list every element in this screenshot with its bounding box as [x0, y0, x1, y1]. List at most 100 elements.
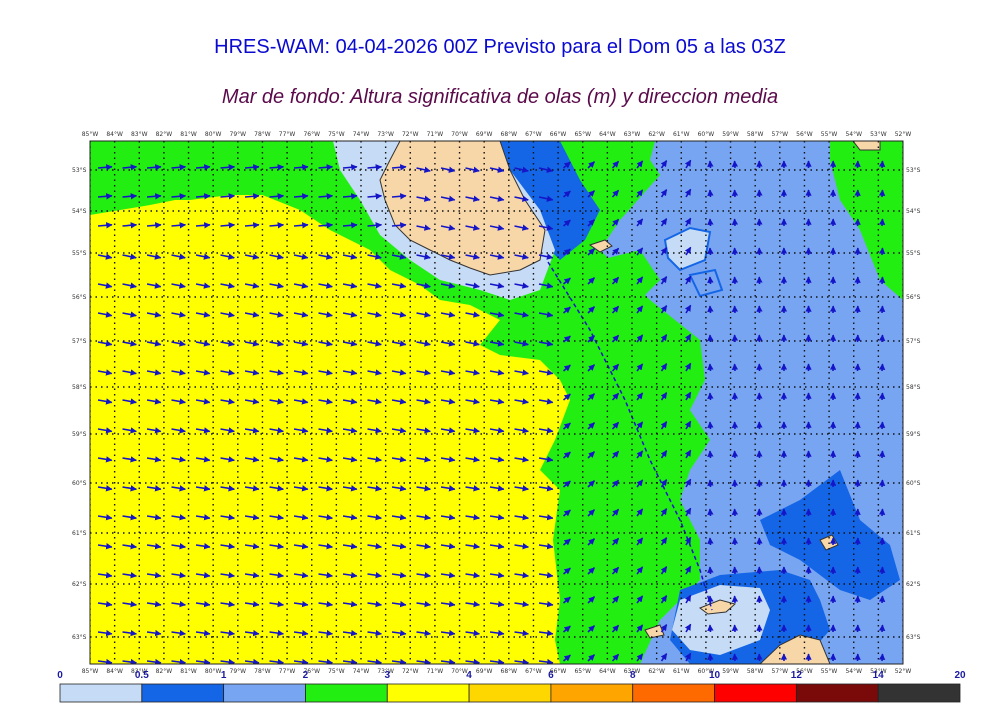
- lon-label-bottom: 72°W: [402, 668, 419, 675]
- direction-arrow: [146, 398, 162, 405]
- direction-arrow: [342, 222, 358, 229]
- direction-arrow: [878, 334, 886, 343]
- direction-arrow: [489, 427, 505, 434]
- lon-label-top: 67°W: [525, 131, 542, 138]
- direction-arrow: [220, 629, 236, 637]
- direction-arrow: [707, 537, 714, 546]
- lon-label-bottom: 78°W: [254, 668, 271, 675]
- direction-arrow: [269, 485, 284, 492]
- direction-arrow: [195, 427, 211, 434]
- direction-arrow: [465, 629, 481, 637]
- direction-arrow: [660, 363, 668, 372]
- lon-label-top: 73°W: [377, 131, 394, 138]
- direction-arrow: [293, 311, 309, 318]
- lon-label-bottom: 84°W: [106, 668, 123, 675]
- direction-arrow: [122, 456, 137, 463]
- direction-arrow: [660, 624, 668, 633]
- direction-arrow: [587, 422, 596, 430]
- direction-arrow: [391, 514, 407, 521]
- direction-arrow: [514, 600, 529, 608]
- direction-arrow: [587, 451, 596, 459]
- direction-arrow: [171, 485, 186, 492]
- latitude-labels-right: 53°S 54°S 55°S 56°S 57°S 58°S 59°S 60°S 61°S 62°S…: [906, 167, 921, 641]
- direction-arrow: [97, 340, 113, 347]
- direction-arrow: [97, 514, 113, 521]
- direction-arrow: [122, 485, 137, 492]
- direction-arrow: [538, 253, 554, 260]
- direction-arrow: [660, 276, 668, 285]
- longitude-labels-top: 85°W 84°W 83°W 82°W 81°W 80°W 79°W 78°W 77°W 76°W…: [82, 131, 912, 138]
- lat-label-left: 55°S: [72, 250, 87, 257]
- direction-arrow: [146, 369, 162, 376]
- colorbar-segment: [468, 683, 552, 703]
- direction-arrow: [684, 333, 692, 343]
- direction-arrow: [293, 543, 309, 550]
- direction-arrow: [562, 625, 571, 633]
- lon-label-bottom: 77°W: [279, 668, 296, 675]
- direction-arrow: [489, 224, 505, 231]
- direction-arrow: [416, 572, 431, 579]
- lon-label-top: 70°W: [451, 131, 468, 138]
- direction-arrow: [318, 658, 334, 664]
- direction-arrow: [562, 509, 571, 517]
- direction-arrow: [97, 485, 113, 492]
- direction-arrow: [171, 282, 186, 289]
- direction-arrow: [465, 658, 481, 664]
- direction-arrow: [171, 600, 186, 608]
- direction-arrow: [195, 282, 211, 289]
- lon-label-top: 69°W: [476, 131, 493, 138]
- direction-arrow: [416, 514, 431, 521]
- direction-arrow: [514, 485, 529, 492]
- direction-arrow: [342, 427, 358, 434]
- lon-label-top: 62°W: [648, 131, 665, 138]
- direction-arrow: [146, 600, 162, 608]
- direction-arrow: [636, 421, 644, 430]
- direction-arrow: [220, 340, 235, 347]
- lon-label-bottom: 76°W: [303, 668, 320, 675]
- direction-arrow: [269, 311, 284, 318]
- direction-arrow: [342, 164, 358, 171]
- direction-arrow: [220, 572, 235, 579]
- direction-arrow: [660, 566, 668, 575]
- direction-arrow: [611, 566, 620, 575]
- direction-arrow: [367, 485, 382, 492]
- lon-label-top: 76°W: [303, 131, 320, 138]
- direction-arrow: [465, 282, 480, 289]
- direction-arrow: [587, 509, 596, 517]
- direction-arrow: [707, 508, 714, 517]
- direction-arrow: [171, 514, 186, 521]
- direction-arrow: [342, 456, 358, 463]
- direction-arrow: [97, 311, 113, 318]
- lon-label-bottom: 54°W: [845, 668, 862, 675]
- direction-arrow: [416, 456, 431, 463]
- lon-label-top: 68°W: [501, 131, 518, 138]
- direction-arrow: [146, 193, 162, 200]
- direction-arrow: [318, 629, 334, 637]
- direction-arrow: [146, 629, 162, 637]
- lon-label-bottom: 82°W: [156, 668, 173, 675]
- direction-arrow: [367, 193, 383, 200]
- direction-arrow: [97, 369, 113, 376]
- direction-arrow: [195, 543, 211, 550]
- direction-arrow: [707, 247, 714, 256]
- direction-arrow: [293, 222, 309, 229]
- direction-arrow: [440, 282, 456, 289]
- direction-arrow: [878, 363, 886, 372]
- direction-arrow: [660, 334, 668, 343]
- direction-arrow: [318, 164, 334, 171]
- direction-arrow: [611, 276, 620, 285]
- direction-arrow: [195, 222, 211, 229]
- direction-arrow: [684, 246, 692, 256]
- direction-arrow: [465, 166, 480, 173]
- lon-label-bottom: 73°W: [377, 668, 394, 675]
- direction-arrow: [660, 537, 668, 546]
- direction-arrow: [562, 654, 571, 662]
- direction-arrow: [367, 543, 382, 550]
- direction-arrow: [220, 427, 235, 434]
- direction-arrow: [318, 340, 333, 347]
- direction-arrow: [293, 600, 309, 608]
- direction-arrow: [636, 479, 644, 488]
- direction-arrow: [97, 427, 113, 434]
- direction-arrow: [538, 658, 554, 664]
- direction-arrow: [293, 193, 309, 200]
